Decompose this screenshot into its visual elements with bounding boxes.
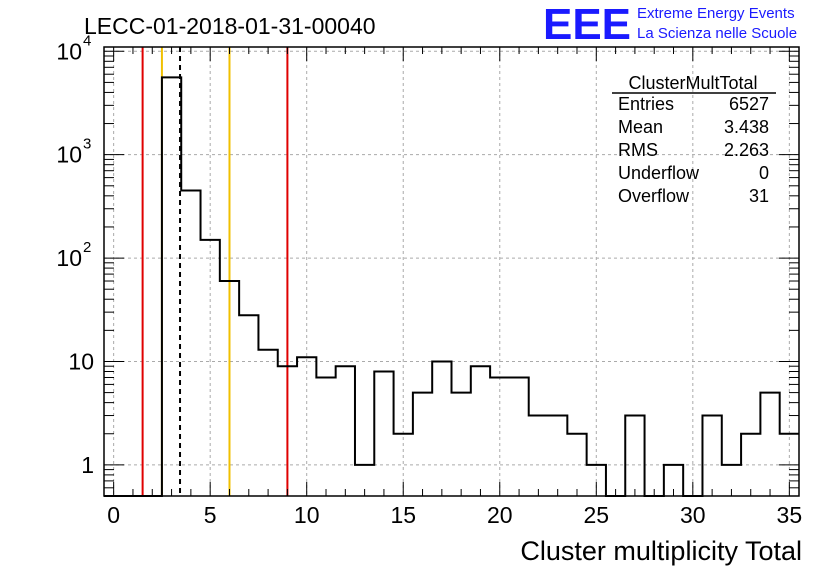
x-tick-label: 30 bbox=[680, 502, 706, 528]
axis-ticks bbox=[104, 47, 799, 497]
y-tick-label-exponent: 4 bbox=[83, 32, 91, 49]
y-tick-label: 10 bbox=[56, 142, 82, 168]
stats-value: 3.438 bbox=[724, 117, 769, 137]
stats-label: RMS bbox=[618, 140, 658, 160]
logo-line-1: Extreme Energy Events bbox=[637, 5, 795, 22]
y-tick-label: 1 bbox=[81, 452, 94, 478]
run-title: LECC-01-2018-01-31-00040 bbox=[84, 13, 376, 39]
x-axis-label: Cluster multiplicity Total bbox=[520, 536, 802, 566]
x-tick-label: 15 bbox=[390, 502, 416, 528]
x-tick-label: 25 bbox=[583, 502, 609, 528]
stats-title: ClusterMultTotal bbox=[628, 73, 757, 93]
y-tick-label-exponent: 2 bbox=[83, 239, 91, 256]
y-tick-label: 10 bbox=[56, 38, 82, 64]
stats-label: Underflow bbox=[618, 163, 700, 183]
eee-logo-text: EEE bbox=[543, 0, 631, 49]
eee-logo: EEE Extreme Energy Events La Scienza nel… bbox=[543, 0, 797, 49]
y-tick-label-exponent: 3 bbox=[83, 136, 91, 153]
x-tick-label: 20 bbox=[487, 502, 513, 528]
x-tick-label: 10 bbox=[294, 502, 320, 528]
stats-box: ClusterMultTotal Entries 6527 Mean 3.438 RMS… bbox=[612, 73, 776, 206]
stats-value: 0 bbox=[759, 163, 769, 183]
x-tick-labels: 0 5 10 15 20 25 30 35 bbox=[107, 502, 802, 528]
y-tick-label: 10 bbox=[56, 245, 82, 271]
stats-label: Overflow bbox=[618, 186, 690, 206]
stats-rows: Entries 6527 Mean 3.438 RMS 2.263 Underflow 0 Ov… bbox=[618, 94, 769, 206]
stats-label: Mean bbox=[618, 117, 663, 137]
x-tick-label: 35 bbox=[777, 502, 803, 528]
y-tick-label: 10 bbox=[68, 348, 94, 374]
plot-frame bbox=[103, 46, 800, 497]
stats-label: Entries bbox=[618, 94, 674, 114]
histogram-outline bbox=[104, 76, 799, 497]
stats-value: 31 bbox=[749, 186, 769, 206]
stats-value: 2.263 bbox=[724, 140, 769, 160]
stats-value: 6527 bbox=[729, 94, 769, 114]
x-tick-label: 0 bbox=[107, 502, 120, 528]
x-tick-label: 5 bbox=[204, 502, 217, 528]
logo-line-2: La Scienza nelle Scuole bbox=[637, 25, 797, 42]
